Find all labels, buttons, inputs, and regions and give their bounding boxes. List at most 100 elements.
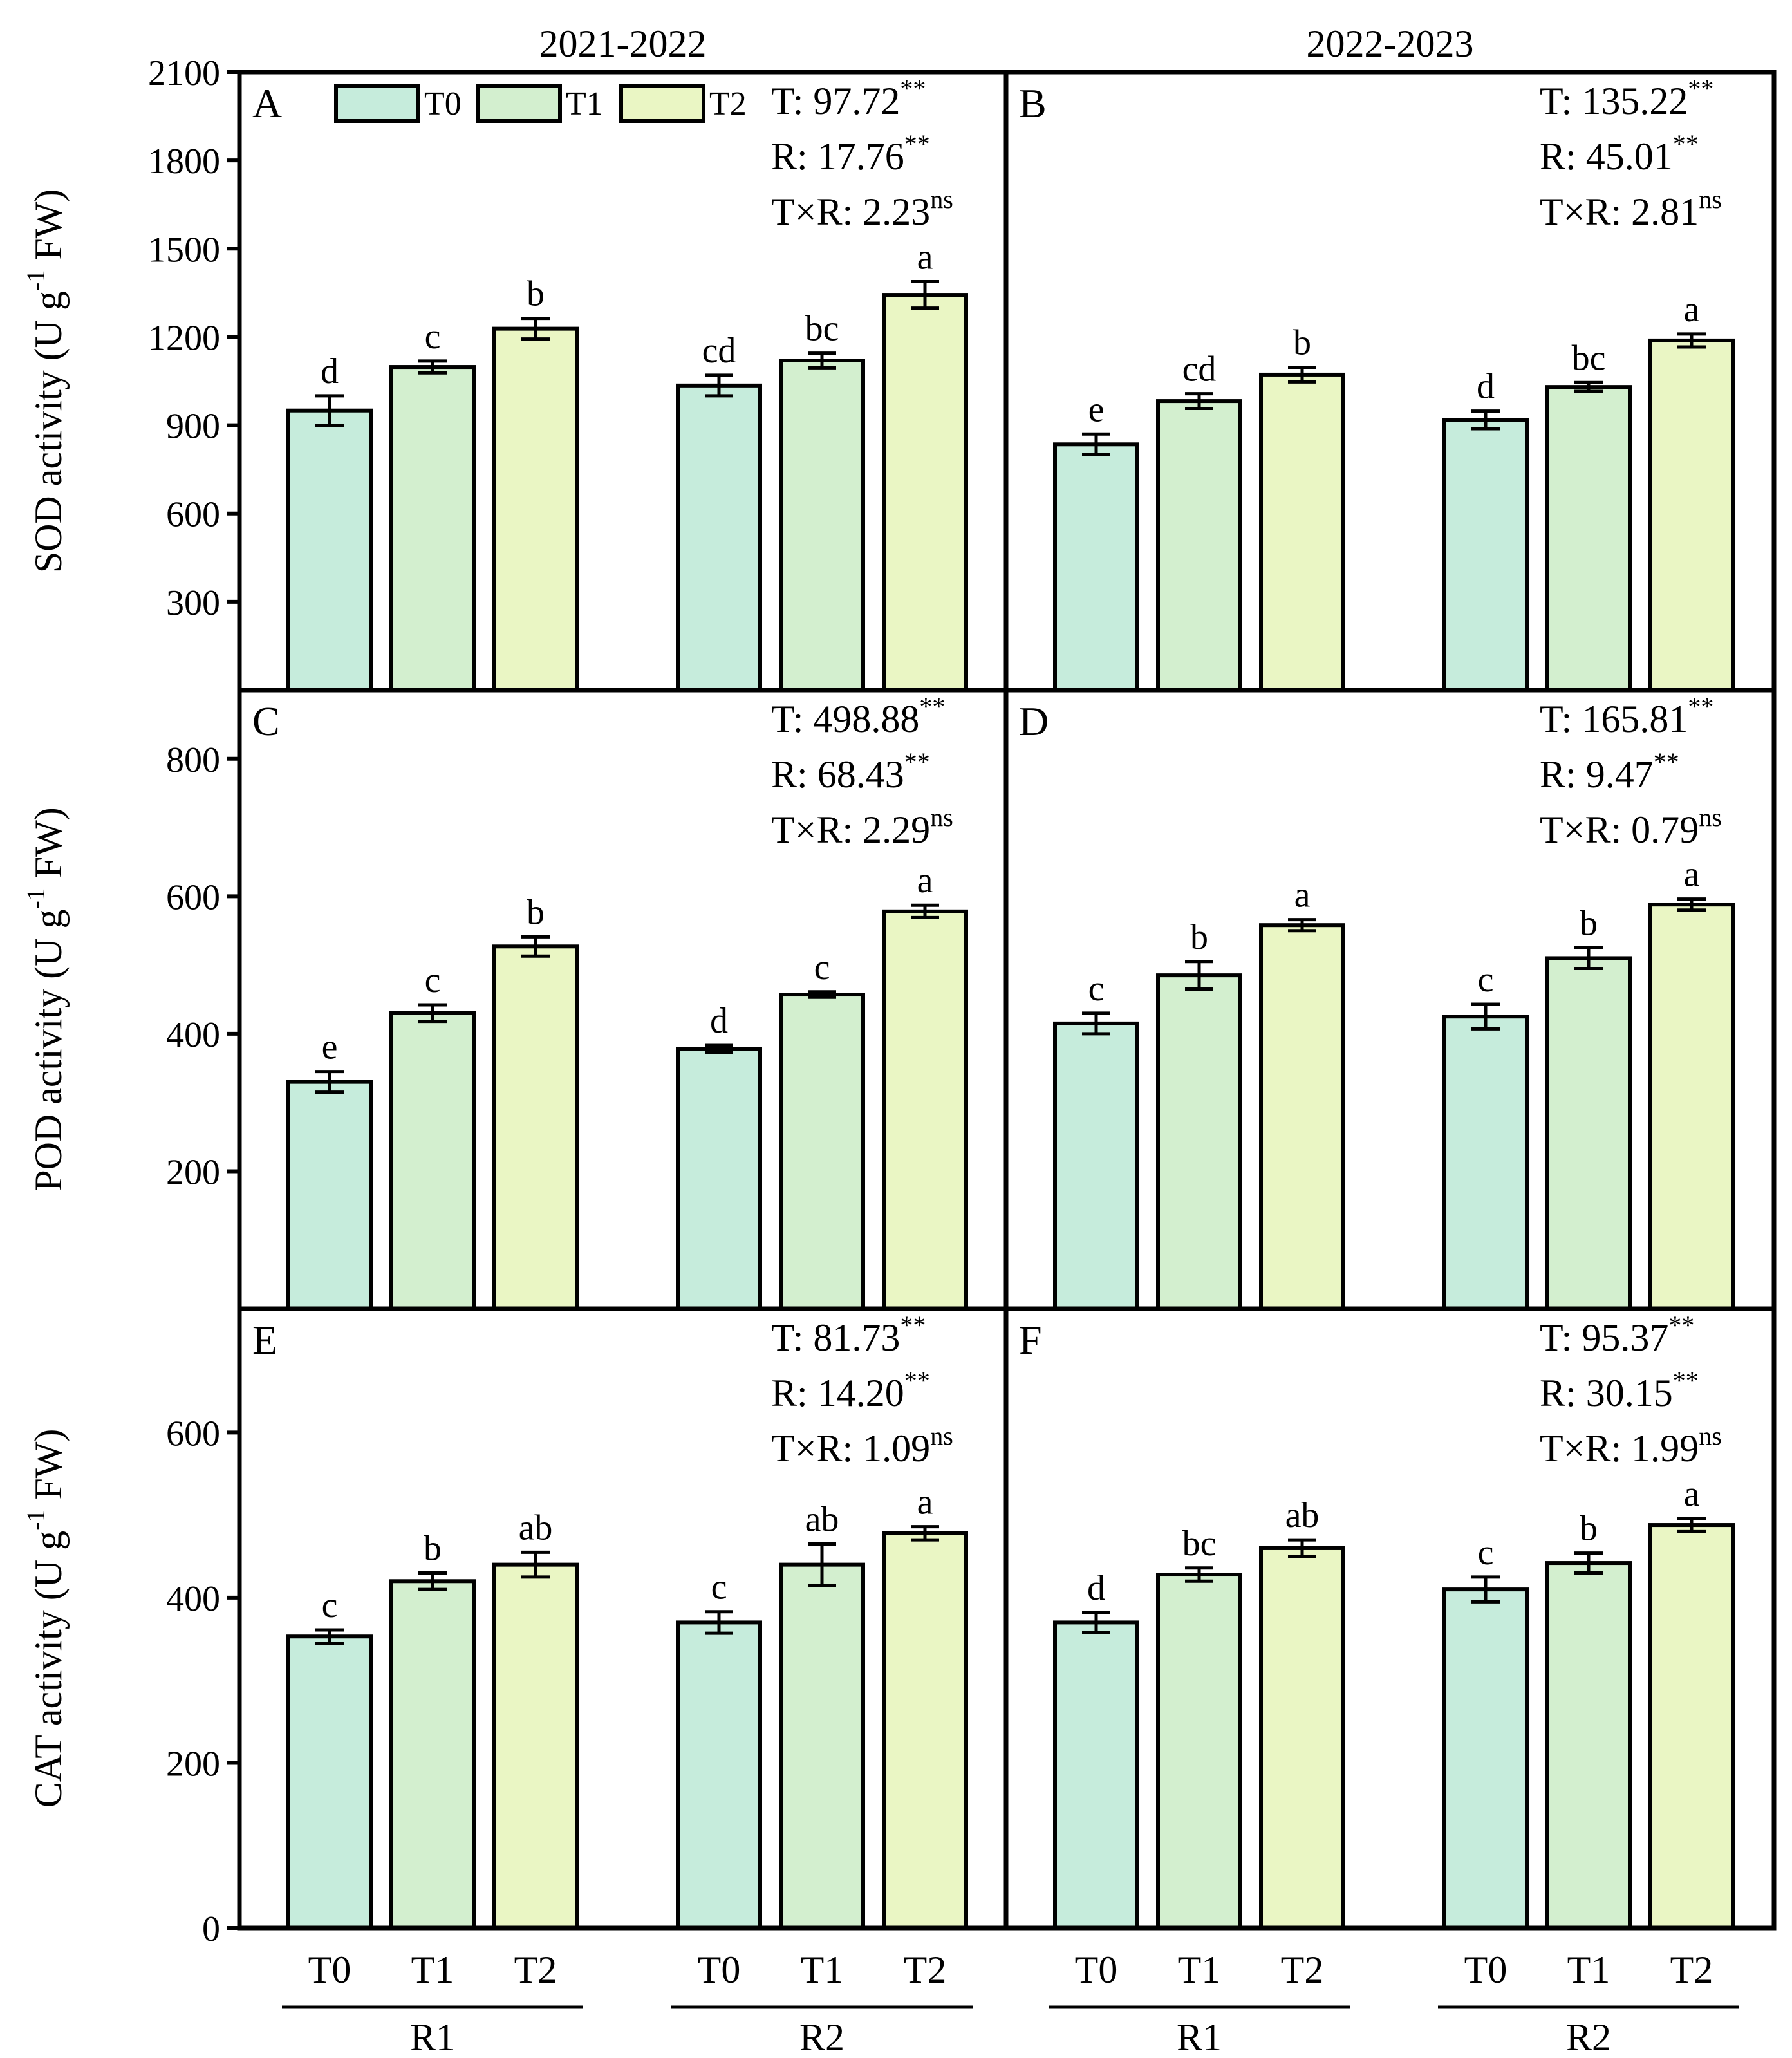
stat-significance: ns: [1699, 803, 1722, 832]
significance-letter: d: [1087, 1568, 1105, 1608]
y-tick-label: 600: [166, 495, 220, 535]
stat-significance: **: [1668, 1311, 1694, 1340]
significance-letter: b: [1580, 1509, 1598, 1549]
y-axis-label-part: SOD activity (U g: [27, 291, 70, 573]
significance-letter: bc: [805, 309, 839, 349]
stat-line: T: 135.22**: [1540, 74, 1713, 122]
stat-line: R: 17.76**: [771, 129, 930, 178]
group-label: R2: [799, 2016, 845, 2058]
bar-R2-T2: [1648, 1523, 1735, 1930]
significance-letter: b: [527, 274, 545, 314]
stat-value: T×R: 2.29: [771, 809, 930, 851]
significance-letter: a: [1294, 875, 1311, 915]
significance-letter: bc: [1572, 338, 1606, 378]
stat-line: R: 45.01**: [1540, 129, 1699, 178]
significance-letter: cd: [1182, 350, 1217, 389]
bar-R2-T1: [1545, 956, 1632, 1311]
stat-significance: ns: [930, 185, 953, 214]
stat-line: T: 95.37**: [1540, 1311, 1694, 1359]
significance-letter: e: [322, 1027, 338, 1067]
significance-letter: b: [527, 892, 545, 932]
bar-R2-T0: [676, 1047, 762, 1311]
bar-R1-T1: [1156, 1573, 1242, 1930]
legend: T0 T1 T2: [334, 84, 747, 123]
significance-letter: cd: [702, 331, 736, 371]
bar-R1-T0: [1053, 442, 1139, 692]
stat-line: T×R: 1.99ns: [1540, 1421, 1722, 1470]
significance-letter: c: [1478, 960, 1494, 1000]
y-tick-label: 300: [166, 583, 220, 623]
bar-R2-T0: [1442, 1015, 1529, 1311]
significance-letter: bc: [1182, 1524, 1217, 1564]
bar-R1-T2: [1259, 372, 1345, 692]
x-tick-label: T2: [514, 1949, 557, 1991]
significance-letter: b: [1190, 917, 1208, 957]
stat-value: T: 97.72: [771, 80, 900, 122]
stat-line: T×R: 0.79ns: [1540, 803, 1722, 851]
stat-value: R: 9.47: [1540, 753, 1654, 796]
significance-letter: c: [425, 960, 441, 1000]
y-axis-label-part: FW): [27, 189, 70, 270]
stat-line: T×R: 2.23ns: [771, 185, 953, 233]
y-tick-label: 400: [166, 1015, 220, 1055]
bar-R2-T0: [1442, 418, 1529, 692]
significance-letter: c: [1088, 969, 1105, 1009]
x-tick-label: T2: [1281, 1949, 1324, 1991]
stat-line: R: 14.20**: [771, 1366, 930, 1414]
y-axis-label-part: CAT activity (U g: [27, 1531, 70, 1808]
y-tick-label: 200: [166, 1152, 220, 1192]
y-axis-label-part: POD activity (U g: [27, 910, 70, 1192]
significance-letter: c: [322, 1586, 338, 1625]
bar-R1-T2: [492, 944, 579, 1311]
y-tick-label: 2100: [148, 53, 220, 93]
bar-R1-T0: [286, 408, 373, 692]
bar-R1-T2: [492, 326, 579, 692]
significance-letter: d: [1477, 367, 1495, 407]
stat-line: R: 9.47**: [1540, 747, 1679, 796]
stat-significance: **: [904, 1366, 930, 1395]
y-tick-label: 400: [166, 1579, 220, 1619]
stat-value: R: 30.15: [1540, 1372, 1673, 1414]
stat-significance: **: [919, 692, 945, 721]
panel-label: E: [252, 1317, 277, 1363]
stat-significance: **: [900, 74, 926, 103]
panel-frame: [1003, 1306, 1777, 1931]
y-axis-label-part: -1: [21, 888, 50, 909]
y-axis-label-part: -1: [21, 270, 50, 291]
bar-R2-T0: [676, 1620, 762, 1930]
bar-R2-T2: [882, 909, 968, 1311]
x-tick-label: T2: [1670, 1949, 1713, 1991]
stat-value: R: 45.01: [1540, 135, 1673, 178]
legend-label: T0: [424, 86, 462, 122]
stat-line: R: 68.43**: [771, 747, 930, 796]
significance-letter: a: [917, 861, 933, 901]
significance-letter: ab: [1285, 1495, 1320, 1535]
bar-R2-T1: [779, 993, 865, 1311]
legend-swatch-T2: [619, 84, 705, 123]
x-tick-label: T0: [698, 1949, 741, 1991]
legend-swatch-T0: [334, 84, 420, 123]
bar-R1-T0: [1053, 1021, 1139, 1311]
bar-R1-T2: [492, 1562, 579, 1931]
bar-R1-T1: [1156, 399, 1242, 692]
bar-R2-T2: [882, 293, 968, 692]
significance-letter: a: [1684, 290, 1700, 330]
bar-R1-T0: [286, 1080, 373, 1311]
y-tick-label: 600: [166, 877, 220, 917]
stat-line: T×R: 2.81ns: [1540, 185, 1722, 233]
group-label: R1: [1177, 2016, 1222, 2058]
stat-significance: ns: [930, 1421, 953, 1450]
y-tick-label: 800: [166, 740, 220, 780]
x-tick-label: T1: [801, 1949, 844, 1991]
stat-value: R: 68.43: [771, 753, 904, 796]
significance-letter: c: [425, 317, 441, 357]
significance-letter: a: [917, 237, 933, 277]
stat-significance: **: [1673, 129, 1699, 158]
bar-R2-T2: [1648, 903, 1735, 1311]
significance-letter: ab: [519, 1508, 553, 1548]
y-axis-label: CAT activity (U g-1 FW): [21, 1429, 70, 1808]
